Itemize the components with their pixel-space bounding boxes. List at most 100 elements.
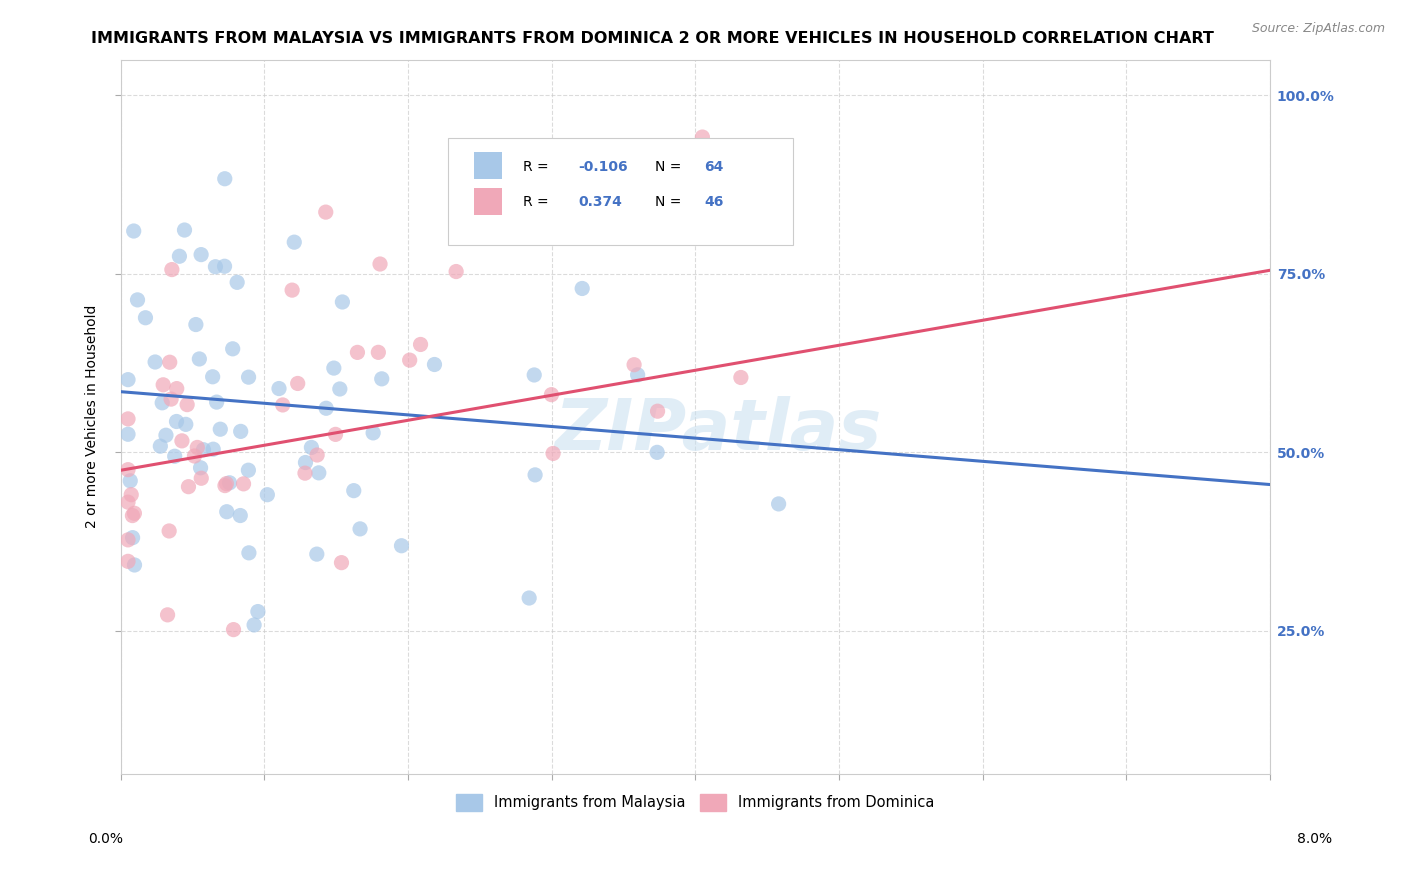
- Point: [117, 495, 139, 509]
- Point: [214, 171, 236, 186]
- Point: [186, 441, 208, 455]
- Point: [541, 446, 564, 460]
- Point: [124, 558, 146, 572]
- Point: [271, 398, 294, 412]
- Point: [232, 476, 254, 491]
- Point: [332, 295, 354, 310]
- Point: [647, 404, 669, 418]
- Point: [201, 369, 224, 384]
- Point: [127, 293, 149, 307]
- Point: [238, 370, 260, 384]
- Point: [229, 425, 252, 439]
- Point: [346, 345, 368, 359]
- Point: [173, 223, 195, 237]
- Point: [627, 368, 650, 382]
- Point: [325, 427, 347, 442]
- Text: Source: ZipAtlas.com: Source: ZipAtlas.com: [1251, 22, 1385, 36]
- Point: [315, 401, 337, 416]
- Point: [202, 442, 225, 457]
- Legend: Immigrants from Malaysia, Immigrants from Dominica: Immigrants from Malaysia, Immigrants fro…: [450, 788, 941, 816]
- Point: [117, 412, 139, 426]
- Point: [155, 428, 177, 442]
- Point: [294, 455, 316, 469]
- Point: [193, 442, 215, 457]
- Point: [524, 467, 547, 482]
- Point: [229, 508, 252, 523]
- Point: [152, 377, 174, 392]
- Point: [159, 355, 181, 369]
- Point: [398, 353, 420, 368]
- Point: [281, 283, 304, 297]
- Point: [343, 483, 366, 498]
- Text: 46: 46: [704, 195, 724, 210]
- Point: [367, 345, 389, 359]
- Point: [184, 318, 207, 332]
- Point: [409, 337, 432, 351]
- Point: [215, 505, 238, 519]
- Point: [124, 506, 146, 520]
- Text: N =: N =: [655, 160, 686, 174]
- Point: [215, 476, 238, 491]
- Point: [299, 441, 322, 455]
- Point: [170, 434, 193, 448]
- Bar: [474, 188, 502, 215]
- Text: IMMIGRANTS FROM MALAYSIA VS IMMIGRANTS FROM DOMINICA 2 OR MORE VEHICLES IN HOUSE: IMMIGRANTS FROM MALAYSIA VS IMMIGRANTS F…: [91, 31, 1215, 46]
- Text: ZIPatlas: ZIPatlas: [555, 396, 882, 466]
- Point: [117, 463, 139, 477]
- Point: [368, 257, 391, 271]
- Point: [157, 524, 180, 538]
- Point: [214, 259, 236, 273]
- Point: [307, 448, 329, 462]
- Point: [523, 368, 546, 382]
- Point: [204, 260, 226, 274]
- Point: [222, 623, 245, 637]
- Point: [361, 425, 384, 440]
- Point: [256, 488, 278, 502]
- Point: [163, 449, 186, 463]
- Point: [267, 382, 290, 396]
- Point: [174, 417, 197, 432]
- Point: [218, 475, 240, 490]
- Point: [143, 355, 166, 369]
- Point: [308, 466, 330, 480]
- Point: [283, 235, 305, 249]
- Point: [183, 449, 205, 463]
- Point: [166, 382, 188, 396]
- Point: [371, 372, 394, 386]
- Point: [315, 205, 337, 219]
- Point: [209, 422, 232, 436]
- Point: [330, 556, 353, 570]
- Point: [349, 522, 371, 536]
- Point: [190, 247, 212, 261]
- Text: -0.106: -0.106: [578, 160, 628, 174]
- Point: [444, 264, 467, 278]
- Point: [176, 398, 198, 412]
- Point: [294, 466, 316, 480]
- Point: [391, 539, 413, 553]
- Point: [322, 361, 344, 376]
- Point: [623, 358, 645, 372]
- Text: 64: 64: [704, 160, 724, 174]
- Point: [238, 463, 260, 477]
- Point: [190, 471, 212, 485]
- Point: [149, 439, 172, 453]
- Point: [177, 480, 200, 494]
- Text: 8.0%: 8.0%: [1298, 832, 1331, 846]
- Point: [190, 460, 212, 475]
- FancyBboxPatch shape: [449, 138, 793, 245]
- Point: [540, 387, 562, 401]
- Point: [156, 607, 179, 622]
- Point: [329, 382, 352, 396]
- Point: [238, 546, 260, 560]
- Point: [188, 351, 211, 366]
- Text: R =: R =: [523, 195, 557, 210]
- Y-axis label: 2 or more Vehicles in Household: 2 or more Vehicles in Household: [86, 305, 100, 528]
- Point: [120, 474, 142, 488]
- Point: [121, 508, 143, 523]
- Point: [205, 395, 228, 409]
- Point: [117, 427, 139, 442]
- Point: [305, 547, 328, 561]
- Point: [246, 605, 269, 619]
- Point: [120, 488, 142, 502]
- Point: [571, 281, 593, 295]
